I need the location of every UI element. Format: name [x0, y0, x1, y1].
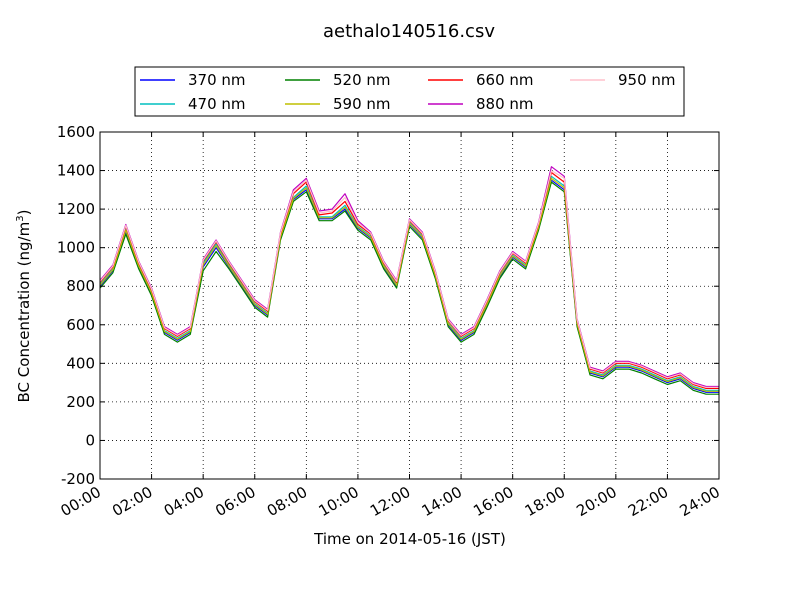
- legend-box: [134, 66, 685, 117]
- y-axis-title-tail: ): [15, 210, 33, 216]
- series-line-950-nm: [99, 170, 719, 388]
- y-tick-label: 1000: [57, 239, 95, 257]
- y-tick-label: 800: [66, 277, 95, 295]
- legend-label: 880 nm: [476, 95, 534, 113]
- y-tick-label: 1600: [57, 123, 95, 141]
- legend: 370 nm 470 nm 520 nm 590 nm 660 nm 880 nm 950 …: [134, 66, 685, 117]
- y-tick-label: 200: [66, 393, 95, 411]
- y-axis-title: BC Concentration (ng/m3): [15, 210, 33, 403]
- y-tick-label: 400: [66, 354, 95, 372]
- legend-label: 950 nm: [618, 71, 676, 89]
- x-axis-title: Time on 2014-05-16 (JST): [313, 530, 506, 548]
- series-lines: [99, 166, 719, 395]
- y-axis-title-superscript: 3: [15, 215, 26, 221]
- legend-label: 470 nm: [188, 95, 246, 113]
- chart-title: aethalo140516.csv: [323, 21, 495, 42]
- legend-label: 520 nm: [333, 71, 391, 89]
- axis-ticks: [99, 131, 720, 480]
- y-tick-labels: -200 0 200 400 600 800 1000 1200 1400 1600: [57, 123, 95, 488]
- y-tick-label: 1200: [57, 200, 95, 218]
- y-axis-title-main: BC Concentration (ng/m: [15, 222, 33, 403]
- y-tick-label: 600: [66, 316, 95, 334]
- y-tick-label: 0: [85, 431, 95, 449]
- legend-label: 370 nm: [188, 71, 246, 89]
- y-tick-label: 1400: [57, 162, 95, 180]
- legend-label: 660 nm: [476, 71, 534, 89]
- legend-label: 590 nm: [333, 95, 391, 113]
- y-tick-label: -200: [61, 470, 95, 488]
